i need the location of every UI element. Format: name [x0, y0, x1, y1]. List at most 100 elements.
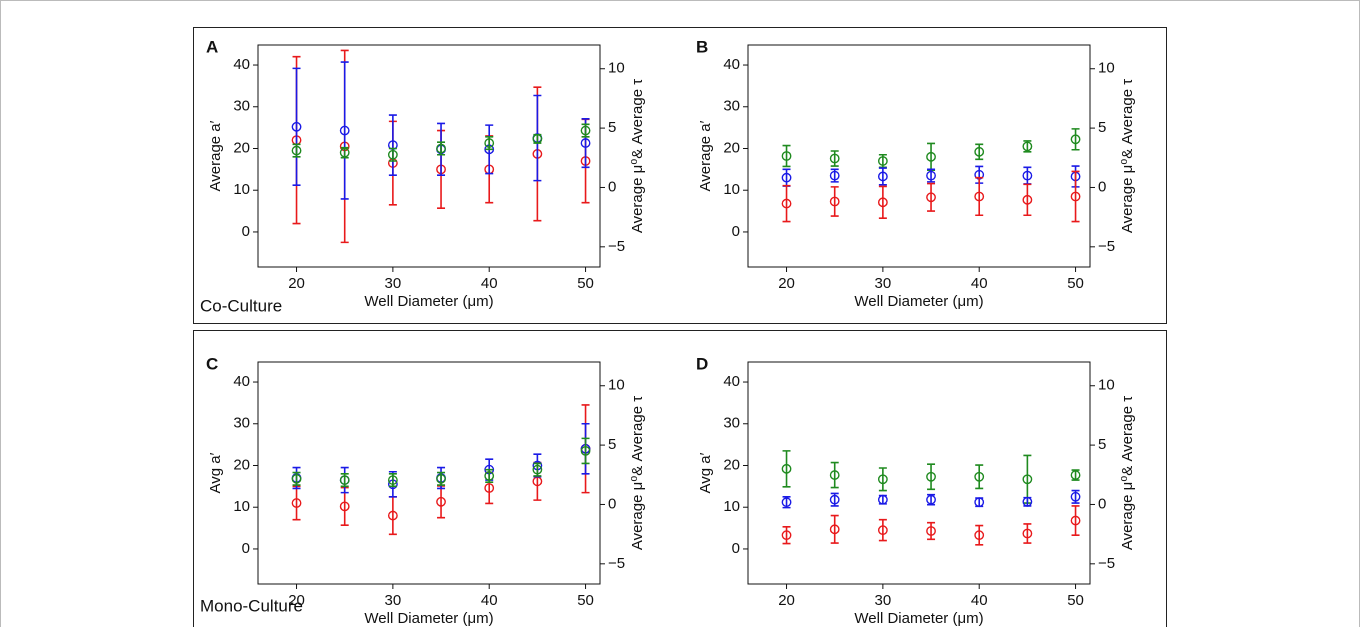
x-tick-label: 50: [1067, 592, 1084, 609]
data-point: [291, 473, 302, 484]
y-tick-label: 10: [233, 181, 250, 198]
error-bar: [878, 185, 887, 219]
data-point: [291, 121, 302, 132]
x-axis-label: Well Diameter (μm): [854, 610, 983, 627]
y2-tick-label: −5: [1098, 238, 1115, 255]
data-point: [781, 497, 792, 508]
y-tick-label: 20: [233, 139, 250, 156]
data-point: [781, 463, 792, 474]
data-point: [532, 464, 543, 475]
error-bar: [1023, 523, 1032, 544]
error-bar: [782, 184, 791, 223]
y-axis-label: Avg a′: [207, 452, 224, 493]
data-point: [1022, 474, 1033, 485]
error-bar: [581, 437, 590, 465]
error-bar: [927, 182, 936, 212]
plot-frame: [257, 44, 601, 268]
error-bar: [927, 521, 936, 541]
y-tick-label: 40: [723, 56, 740, 73]
error-bar: [927, 142, 936, 171]
box-frame: [193, 330, 1167, 627]
box-label: Co-Culture: [200, 296, 282, 315]
data-point: [974, 530, 985, 541]
data-point: [1070, 191, 1081, 202]
data-point: [436, 143, 446, 154]
y2-tick-label: 0: [1098, 495, 1106, 512]
error-bar: [830, 186, 839, 217]
y-tick-label: 30: [233, 98, 250, 115]
error-bar: [292, 485, 301, 521]
x-axis-label: Well Diameter (μm): [854, 293, 983, 310]
data-point: [974, 191, 985, 202]
data-point: [781, 530, 792, 541]
error-bar: [1023, 183, 1032, 217]
error-bar: [878, 467, 887, 492]
data-point: [877, 525, 888, 536]
y-tick-label: 10: [723, 181, 740, 198]
y-tick-label: 10: [723, 498, 740, 515]
y-tick-label: 0: [242, 223, 250, 240]
data-point: [829, 470, 840, 480]
y2-axis-label: Average μ⁰& Average τ: [629, 79, 646, 233]
x-tick-label: 40: [481, 275, 498, 292]
data-point: [1022, 194, 1033, 205]
data-point: [1070, 470, 1081, 480]
y-tick-label: 10: [233, 498, 250, 515]
x-tick-label: 30: [385, 275, 402, 292]
data-point: [1070, 134, 1081, 145]
plot-frame: [747, 44, 1091, 268]
error-bar: [1071, 469, 1080, 481]
y2-tick-label: −5: [1098, 555, 1115, 572]
y2-tick-label: 5: [608, 436, 616, 453]
error-bar: [1071, 128, 1080, 151]
data-point: [1022, 170, 1033, 181]
error-bar: [975, 176, 984, 217]
data-point: [926, 170, 936, 181]
error-bar: [340, 146, 349, 159]
x-tick-label: 50: [577, 592, 594, 609]
data-point: [1070, 515, 1081, 526]
data-point: [781, 198, 792, 209]
data-point: [387, 510, 398, 521]
y2-tick-label: 5: [1098, 119, 1106, 136]
y2-tick-label: 0: [1098, 178, 1106, 195]
data-point: [339, 125, 350, 136]
y2-tick-label: 5: [1098, 436, 1106, 453]
error-bar: [782, 168, 791, 187]
data-point: [436, 496, 446, 507]
error-bar: [388, 114, 397, 176]
error-bar: [292, 67, 301, 187]
data-point: [926, 192, 936, 203]
data-point: [484, 138, 495, 148]
y-tick-label: 0: [732, 223, 740, 240]
y2-tick-label: 0: [608, 495, 616, 512]
data-point: [974, 497, 985, 508]
x-axis-label: Well Diameter (μm): [364, 610, 493, 627]
y-axis-label: Average a′: [207, 120, 224, 191]
x-tick-label: 40: [971, 592, 988, 609]
y-tick-label: 30: [723, 415, 740, 432]
data-point: [877, 197, 888, 208]
panel-label: B: [696, 37, 708, 56]
y-tick-label: 30: [723, 98, 740, 115]
data-point: [926, 151, 936, 162]
error-bar: [340, 61, 349, 200]
y2-axis-label: Average μ⁰& Average τ: [629, 396, 646, 550]
data-point: [339, 475, 350, 485]
y-tick-label: 0: [732, 540, 740, 557]
data-point: [1070, 491, 1081, 502]
error-bar: [830, 461, 839, 489]
x-tick-label: 30: [875, 275, 892, 292]
y2-tick-label: −5: [608, 555, 625, 572]
data-point: [974, 471, 985, 482]
y-tick-label: 40: [723, 373, 740, 390]
error-bar: [878, 167, 887, 186]
error-bar: [782, 450, 791, 488]
error-bar: [975, 464, 984, 490]
error-bar: [927, 463, 936, 491]
data-point: [339, 501, 350, 512]
data-point: [877, 474, 888, 485]
error-bar: [975, 524, 984, 546]
data-point: [532, 133, 543, 144]
